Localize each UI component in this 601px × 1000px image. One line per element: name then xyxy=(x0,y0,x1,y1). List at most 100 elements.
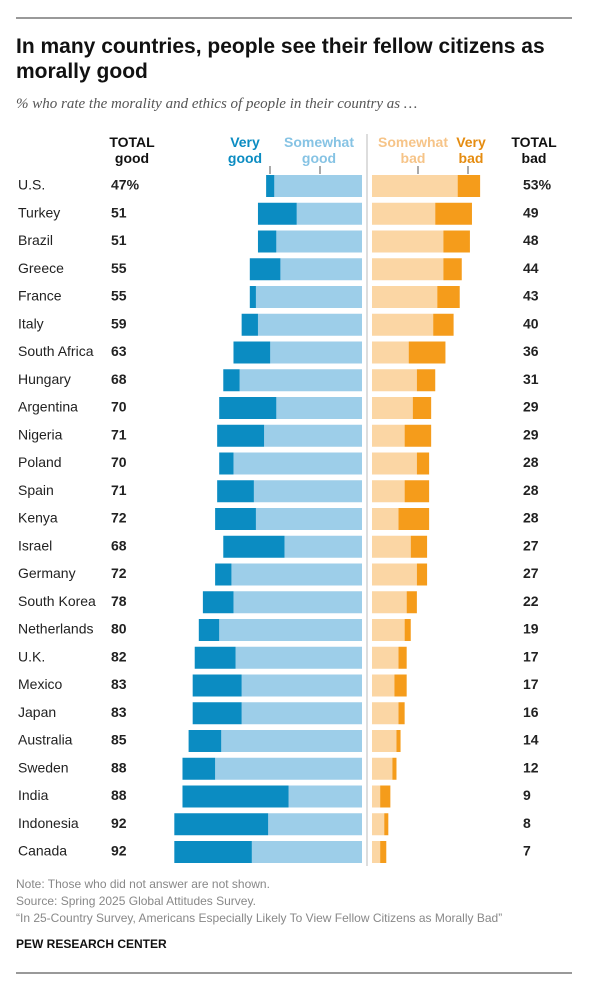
bar-segment xyxy=(192,674,242,697)
bar-segment xyxy=(251,841,362,863)
category-label: Sweden xyxy=(18,759,69,775)
category-label: Poland xyxy=(18,454,62,470)
legend-label: Very bad xyxy=(456,134,486,166)
bar-segment xyxy=(268,813,362,836)
total-bad: 19 xyxy=(523,621,539,637)
bar-segment xyxy=(182,785,289,808)
bar-segment xyxy=(219,619,362,641)
category-label: Indonesia xyxy=(18,815,79,831)
total-bad: 12 xyxy=(523,759,539,775)
category-label: South Korea xyxy=(18,593,96,609)
bar-segment xyxy=(241,313,258,336)
total-good: 55 xyxy=(111,288,127,304)
bar-segment xyxy=(202,591,234,614)
bar-segment xyxy=(372,646,399,669)
category-label: Italy xyxy=(18,315,44,331)
bar-segment xyxy=(174,813,269,836)
bar-segment xyxy=(231,563,362,586)
note: “In 25-Country Survey, Americans Especia… xyxy=(16,911,503,925)
category-label: France xyxy=(18,288,62,304)
bar-segment xyxy=(219,452,234,475)
bar-segment xyxy=(233,591,362,614)
bar-segment xyxy=(404,424,432,447)
total-bad: 29 xyxy=(523,426,539,442)
bar-segment xyxy=(192,702,242,725)
bar-segment xyxy=(274,175,362,197)
bar-segment xyxy=(372,313,434,336)
category-label: Netherlands xyxy=(18,621,94,637)
category-label: U.K. xyxy=(18,648,45,664)
bar-segment xyxy=(188,730,222,752)
bar-segment xyxy=(219,397,277,419)
bar-segment xyxy=(174,841,252,863)
category-label: Nigeria xyxy=(18,426,63,442)
bar-segment xyxy=(372,785,381,808)
bar-segment xyxy=(233,452,362,475)
category-label: South Africa xyxy=(18,343,94,359)
source: PEW RESEARCH CENTER xyxy=(16,937,167,951)
total-bad: 22 xyxy=(523,593,539,609)
bar-segment xyxy=(372,591,407,614)
total-good: 78 xyxy=(111,593,127,609)
bar-segment xyxy=(253,480,362,503)
total-bad: 43 xyxy=(523,288,539,304)
total-bad: 53% xyxy=(523,177,552,193)
total-bad: 16 xyxy=(523,704,539,720)
bar-segment xyxy=(398,508,430,530)
bar-segment xyxy=(406,591,417,614)
bar-segment xyxy=(416,369,436,392)
bar-segment xyxy=(223,535,285,558)
category-label: Kenya xyxy=(18,510,58,526)
total-bad: 40 xyxy=(523,315,539,331)
bar-segment xyxy=(372,480,405,503)
bar-segment xyxy=(396,730,401,752)
legend-label: Very good xyxy=(227,134,263,166)
chart-title: In many countries, people see their fell… xyxy=(16,35,545,83)
note: Note: Those who did not answer are not s… xyxy=(16,877,270,891)
bar-segment xyxy=(372,341,409,364)
bar-segment xyxy=(241,674,362,697)
bar-segment xyxy=(264,424,362,447)
bar-segment xyxy=(257,230,277,253)
bar-segment xyxy=(457,175,481,197)
category-label: Australia xyxy=(18,732,73,748)
bar-segment xyxy=(255,508,362,530)
total-bad: 27 xyxy=(523,537,539,553)
total-good: 71 xyxy=(111,482,127,498)
bar-segment xyxy=(296,202,362,225)
category-label: Greece xyxy=(18,260,64,276)
bar-segment xyxy=(372,619,405,641)
bar-segment xyxy=(372,702,399,725)
bar-segment xyxy=(416,563,428,586)
bar-segment xyxy=(249,286,256,308)
bar-segment xyxy=(443,258,462,281)
bar-segment xyxy=(437,286,460,308)
bar-segment xyxy=(372,230,444,253)
legend-label: Somewhat bad xyxy=(377,134,448,166)
total-bad: 14 xyxy=(523,732,539,748)
bar-segment xyxy=(280,258,362,281)
bar-segment xyxy=(249,258,281,281)
bar-segment xyxy=(257,313,362,336)
bar-segment xyxy=(433,313,454,336)
total-bad: 29 xyxy=(523,399,539,415)
total-good: 47% xyxy=(111,177,140,193)
bar-segment xyxy=(408,341,446,364)
bar-segment xyxy=(410,535,428,558)
subtitle: % who rate the morality and ethics of pe… xyxy=(16,96,418,112)
total-bad: 49 xyxy=(523,204,539,220)
bar-segment xyxy=(221,730,362,752)
total-good: 70 xyxy=(111,454,127,470)
category-label: Canada xyxy=(18,843,67,859)
category-label: Germany xyxy=(18,565,76,581)
category-label: Argentina xyxy=(18,399,78,415)
bar-segment xyxy=(392,757,397,780)
total-good: 92 xyxy=(111,815,127,831)
note: Source: Spring 2025 Global Attitudes Sur… xyxy=(16,894,256,908)
bar-segment xyxy=(284,535,362,558)
bar-segment xyxy=(404,480,430,503)
total-good: 70 xyxy=(111,399,127,415)
bar-segment xyxy=(372,424,405,447)
total-bad: 8 xyxy=(523,815,531,831)
legend-label: Somewhat good xyxy=(283,134,354,166)
